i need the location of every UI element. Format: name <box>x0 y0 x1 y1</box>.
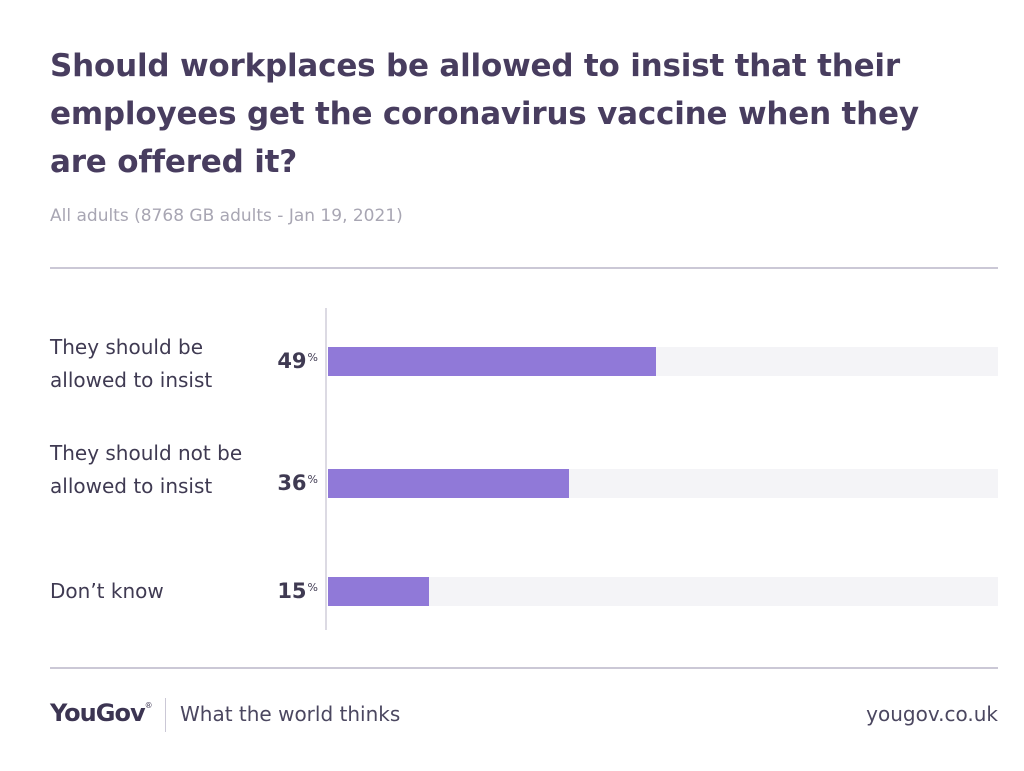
top-divider <box>50 267 998 269</box>
bar-track <box>328 577 998 606</box>
chart-title: Should workplaces be allowed to insist t… <box>50 48 919 180</box>
bar <box>328 469 569 498</box>
value-label: 49% <box>277 349 318 373</box>
yougov-logo: YouGov® <box>50 699 153 727</box>
bottom-divider <box>50 667 998 669</box>
footer-divider <box>165 698 166 732</box>
footer-tagline: What the world thinks <box>180 702 401 726</box>
chart-axis-line <box>325 308 327 630</box>
bar-track <box>328 347 998 376</box>
value-label: 36% <box>277 471 318 495</box>
bar-track <box>328 469 998 498</box>
category-label: Don’t know <box>50 579 164 603</box>
category-label: They should be allowed to insist <box>50 335 213 392</box>
chart-subtitle: All adults (8768 GB adults - Jan 19, 202… <box>50 206 403 226</box>
value-label: 15% <box>277 579 318 603</box>
bar <box>328 577 429 606</box>
bar <box>328 347 656 376</box>
footer-url-link[interactable]: yougov.co.uk <box>866 702 998 726</box>
category-label: They should not be allowed to insist <box>50 441 243 498</box>
